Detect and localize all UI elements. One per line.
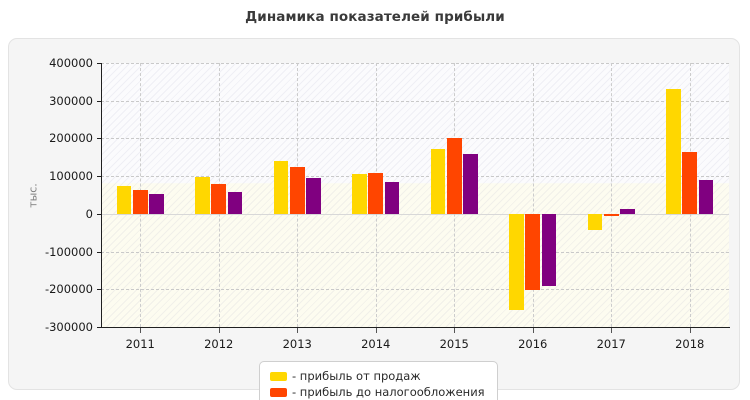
bar[interactable] [116,186,132,214]
grid-line-vertical [532,63,534,327]
x-axis-tick-label: 2011 [125,337,155,351]
x-axis-tick-label: 2017 [596,337,626,351]
legend-item[interactable]: - прибыль от продаж [270,368,485,384]
x-axis-tick-mark [140,328,142,333]
bar[interactable] [682,151,698,214]
y-axis-tick-mark [97,213,102,215]
bar[interactable] [211,184,227,214]
bar[interactable] [195,176,210,214]
grid-line-horizontal [101,251,729,253]
y-axis-tick-mark [97,100,102,102]
y-axis-tick-labels: 400000 300000 200000 100000 0 -100000 -200000 -… [21,39,93,391]
bar[interactable] [149,194,164,214]
grid-line-horizontal [101,100,729,102]
bar[interactable] [666,89,681,214]
bar[interactable] [603,213,619,216]
y-axis-tick-label: 0 [85,206,93,221]
y-axis-tick-label: -200000 [44,282,93,297]
x-axis-tick-label: 2013 [282,337,312,351]
bar[interactable] [273,161,289,214]
grid-line-vertical [611,63,613,327]
chart-legend: - прибыль от продаж - прибыль до налогооб… [259,361,498,400]
chart-card: тыс. 400000 300000 200000 100000 0 -100000 -20… [8,38,740,400]
bar[interactable] [587,213,603,230]
y-axis-tick-mark [97,289,102,291]
y-axis-tick-label: -100000 [44,244,93,259]
bar[interactable] [446,138,462,214]
x-axis-tick-label: 2012 [204,337,234,351]
grid-line-horizontal [101,289,729,291]
bar[interactable] [541,213,557,286]
x-axis-tick-label: 2016 [518,337,548,351]
legend-color-swatch [270,371,287,381]
bar[interactable] [620,208,635,214]
x-axis-tick-label: 2015 [439,337,469,351]
x-axis-tick-mark [454,328,456,333]
y-axis-tick-mark [97,63,102,64]
grid-line-horizontal [101,138,729,140]
y-axis-tick-label: 200000 [49,131,93,146]
y-axis-tick-label: -300000 [44,320,93,334]
legend-item[interactable]: - прибыль до налогообложения [270,384,485,400]
x-axis-tick-label: 2014 [361,337,391,351]
x-axis-line: 2011 2012 2013 2014 2015 2016 2017 2018 [101,327,730,351]
bar[interactable] [368,173,384,214]
bar[interactable] [525,213,541,291]
grid-line-horizontal [101,176,729,178]
bar[interactable] [227,191,243,214]
plot-area [101,63,729,328]
x-axis-tick-mark [375,328,377,333]
x-axis-tick-mark [218,328,220,333]
x-axis-tick-mark [611,328,613,333]
bar[interactable] [509,213,524,310]
legend-item-label: - прибыль от продаж [292,369,421,383]
y-axis-tick-mark [97,138,102,140]
bar[interactable] [289,166,305,214]
y-axis-tick-label: 400000 [49,56,93,70]
x-axis-tick-label: 2018 [675,337,705,351]
bar[interactable] [132,189,148,214]
legend-color-swatch [270,387,287,397]
y-axis-line [97,63,102,328]
zero-line [101,213,729,215]
x-axis-tick-mark [532,328,534,333]
y-axis-tick-mark [97,251,102,253]
grid-line-horizontal [101,63,729,64]
bar[interactable] [384,181,400,214]
bar[interactable] [463,154,478,214]
legend-item-label: - прибыль до налогообложения [292,385,485,399]
y-axis-tick-label: 100000 [49,169,93,184]
bar[interactable] [352,174,367,214]
bar[interactable] [306,178,321,214]
x-axis-tick-mark [297,328,299,333]
bar[interactable] [430,148,446,214]
y-axis-tick-mark [97,176,102,178]
y-axis-tick-mark [97,327,102,328]
x-axis-tick-mark [689,328,691,333]
y-axis-tick-label: 300000 [49,93,93,108]
chart-title: Динамика показателей прибыли [245,9,505,25]
bar[interactable] [698,179,714,214]
